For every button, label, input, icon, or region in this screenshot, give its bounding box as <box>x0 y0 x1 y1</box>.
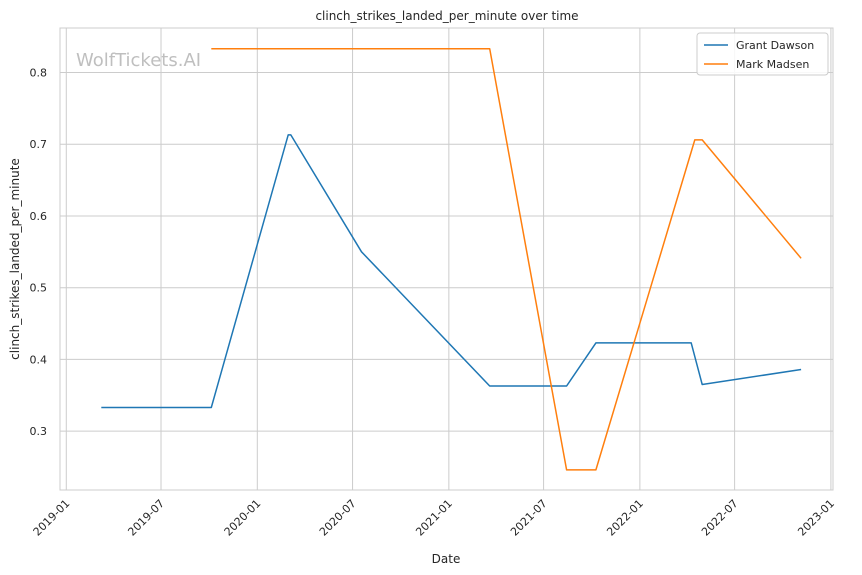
x-tick-label: 2021-01 <box>413 497 455 539</box>
x-tick-label: 2019-07 <box>125 497 167 539</box>
x-tick-label: 2021-07 <box>508 497 550 539</box>
y-tick-label: 0.6 <box>30 210 48 223</box>
grid <box>60 28 833 490</box>
chart-title: clinch_strikes_landed_per_minute over ti… <box>315 9 578 23</box>
y-tick-label: 0.4 <box>30 353 48 366</box>
x-tick-labels: 2019-01 2019-07 2020-01 2020-07 2021-01 2021-… <box>31 497 837 539</box>
legend-label-mark-madsen: Mark Madsen <box>736 58 809 71</box>
x-tick-label: 2022-01 <box>604 497 646 539</box>
x-tick-label: 2019-01 <box>31 497 73 539</box>
series-line-mark-madsen <box>211 48 802 471</box>
legend-label-grant-dawson: Grant Dawson <box>736 39 814 52</box>
x-tick-label: 2023-01 <box>795 497 837 539</box>
watermark: WolfTickets.AI <box>76 50 201 71</box>
x-tick-label: 2022-07 <box>699 497 741 539</box>
legend-box <box>696 32 829 76</box>
y-tick-label: 0.7 <box>30 138 48 151</box>
x-axis-label: Date <box>432 552 461 566</box>
y-tick-label: 0.3 <box>30 425 48 438</box>
y-axis-label: clinch_strikes_landed_per_minute <box>8 158 22 360</box>
y-tick-labels: 0.3 0.4 0.5 0.6 0.7 0.8 <box>30 66 48 438</box>
x-tick-label: 2020-07 <box>317 497 359 539</box>
series-line-grant-dawson <box>101 134 802 409</box>
y-tick-label: 0.5 <box>30 282 48 295</box>
y-tick-label: 0.8 <box>30 66 48 79</box>
series-lines <box>101 48 802 471</box>
x-tick-label: 2020-01 <box>222 497 264 539</box>
plot-area <box>60 28 833 490</box>
legend: Grant Dawson Mark Madsen <box>696 32 829 76</box>
plot-frame <box>59 27 834 491</box>
